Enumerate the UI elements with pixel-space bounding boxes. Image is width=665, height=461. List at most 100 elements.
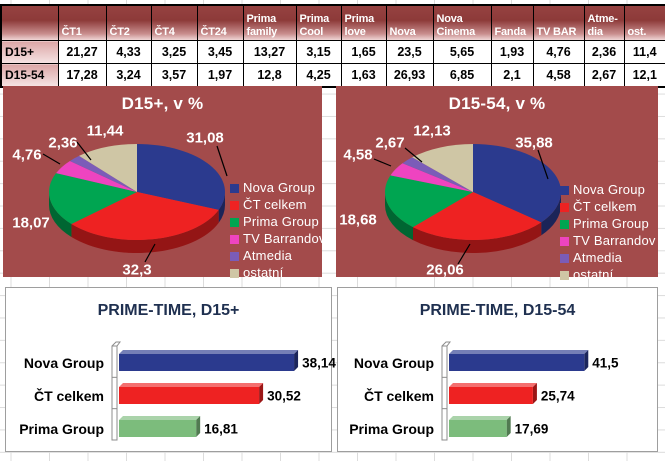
label-leader-line (457, 243, 471, 265)
ratings-table[interactable]: ČT1 ČT2 ČT4 ČT24 Prima family Prima Cool Prima… (0, 4, 665, 88)
value-cell[interactable]: 4,58 (532, 63, 585, 88)
value-cell[interactable]: 12,8 (242, 63, 297, 88)
pie-chart-d15plus[interactable]: D15+, v % 31,08 32,3 18,07 4,76 2,36 11,44 Nov… (3, 86, 325, 280)
column-header[interactable]: Prima family (242, 4, 297, 41)
value-cell[interactable]: 2,1 (490, 63, 534, 88)
label-leader-line (76, 141, 92, 161)
label-leader-line (144, 243, 156, 263)
legend-swatch (230, 184, 239, 193)
legend-label: Prima Group (573, 216, 649, 231)
pie-value-label: 32,3 (122, 261, 152, 279)
legend-swatch (560, 203, 569, 212)
bar-end-face (196, 416, 201, 437)
bar-chart-primetime-d15-54[interactable]: PRIME-TIME, D15-54 Nova Group 41,5 ČT celk… (337, 287, 658, 452)
bar-d15plus-title: PRIME-TIME, D15+ (97, 302, 240, 319)
label-leader-line (216, 145, 228, 177)
column-header[interactable]: Atme-dia (583, 4, 625, 41)
value-cell[interactable]: 5,65 (432, 40, 492, 64)
value-cell[interactable]: 21,27 (57, 40, 107, 64)
bar-value-label: 41,5 (592, 355, 619, 370)
pie-slice (402, 157, 473, 192)
pie-slice-side (385, 192, 414, 241)
value-cell[interactable]: 4,33 (105, 40, 152, 64)
legend-item: Atmedia (560, 249, 622, 265)
table-head: ČT1 ČT2 ČT4 ČT24 Prima family Prima Cool Prima… (0, 4, 665, 41)
label-leader-line (537, 149, 549, 180)
bar (119, 354, 295, 371)
column-header[interactable]: ČT4 (150, 4, 198, 41)
value-cell[interactable]: 2,36 (583, 40, 625, 64)
value-cell[interactable]: 1,63 (340, 63, 387, 88)
value-cell[interactable]: 17,28 (57, 63, 107, 88)
pie-value-label: 11,44 (86, 122, 124, 140)
column-header[interactable]: TV BAR (532, 4, 585, 41)
bar-category-label: ČT celkem (363, 387, 434, 404)
value-cell[interactable]: 11,4 (623, 40, 665, 64)
axis-wall (111, 341, 121, 441)
pie-slice-side (541, 192, 561, 236)
bar-chart-primetime-d15plus[interactable]: PRIME-TIME, D15+ Nova Group 38,14 ČT celke… (5, 287, 336, 452)
column-header[interactable]: Fanda (490, 4, 534, 41)
table-row: D15-54 17,28 3,24 3,57 1,97 12,8 4,25 1,63 26,93… (0, 63, 665, 88)
column-header[interactable]: ČT2 (105, 4, 152, 41)
pie-slice (412, 144, 473, 192)
legend-swatch (560, 186, 569, 195)
value-cell[interactable]: 13,27 (242, 40, 297, 64)
pie-slice-side (218, 192, 225, 223)
pie-slice (390, 163, 473, 192)
value-cell[interactable]: 3,45 (196, 40, 244, 64)
bar-category-label: Prima Group (19, 420, 104, 437)
pie-chart-d15-54[interactable]: D15-54, v % 35,88 26,06 18,68 4,58 2,67 12,13… (336, 86, 658, 282)
value-cell[interactable]: 1,65 (340, 40, 387, 64)
bar-end-face (506, 416, 511, 437)
legend-label: Nova Group (243, 180, 316, 195)
value-cell[interactable]: 1,93 (490, 40, 534, 64)
value-cell[interactable]: 4,76 (532, 40, 585, 64)
pie-slice-side (71, 209, 219, 253)
pie-value-label: 18,68 (339, 211, 377, 229)
value-cell[interactable]: 3,25 (150, 40, 198, 64)
column-header[interactable]: ČT24 (196, 4, 244, 41)
value-cell[interactable]: 1,97 (196, 63, 244, 88)
value-cell[interactable]: 4,25 (295, 63, 342, 88)
legend-label: TV Barrandov (243, 231, 326, 246)
value-cell[interactable]: 12,1 (623, 63, 665, 88)
column-header[interactable]: Prima Cool (295, 4, 342, 41)
value-cell[interactable]: 3,15 (295, 40, 342, 64)
pie-slice (473, 144, 561, 223)
value-cell[interactable]: 2,67 (583, 63, 625, 88)
value-cell[interactable]: 26,93 (385, 63, 434, 88)
pie-slice (413, 192, 542, 241)
bar-top-face (449, 416, 511, 420)
row-label-cell[interactable]: D15+ (0, 40, 59, 64)
bar (449, 354, 585, 371)
label-leader-line (42, 153, 61, 165)
bar-value-label: 25,74 (540, 388, 575, 403)
column-header[interactable]: Prima love (340, 4, 387, 41)
row-label-cell[interactable]: D15-54 (0, 63, 59, 88)
pie-slice (71, 192, 219, 240)
column-header[interactable] (0, 4, 59, 41)
value-cell[interactable]: 3,57 (150, 63, 198, 88)
legend-label: ČT celkem (243, 197, 307, 212)
legend-label: ostatní (573, 267, 614, 282)
legend-label: TV Barrandov (573, 233, 656, 248)
column-header[interactable]: Nova (385, 4, 434, 41)
bar (449, 387, 533, 404)
bar-top-face (449, 383, 537, 387)
table-row: D15+ 21,27 4,33 3,25 3,45 13,27 3,15 1,65 23,5 5,… (0, 40, 665, 64)
column-header[interactable]: Nova Cinema (432, 4, 492, 41)
legend-item: Nova Group (230, 179, 316, 195)
bar-d15-54-graphic (441, 341, 589, 441)
legend-item: ČT celkem (560, 198, 637, 214)
pie-value-label: 26,06 (426, 261, 464, 279)
column-header[interactable]: ost. (623, 4, 665, 41)
column-header[interactable]: ČT1 (57, 4, 107, 41)
bar-category-label: Nova Group (353, 354, 434, 371)
value-cell[interactable]: 3,24 (105, 63, 152, 88)
legend-item: ostatní (560, 266, 614, 282)
bar-value-label: 16,81 (204, 421, 238, 436)
value-cell[interactable]: 23,5 (385, 40, 434, 64)
value-cell[interactable]: 6,85 (432, 63, 492, 88)
